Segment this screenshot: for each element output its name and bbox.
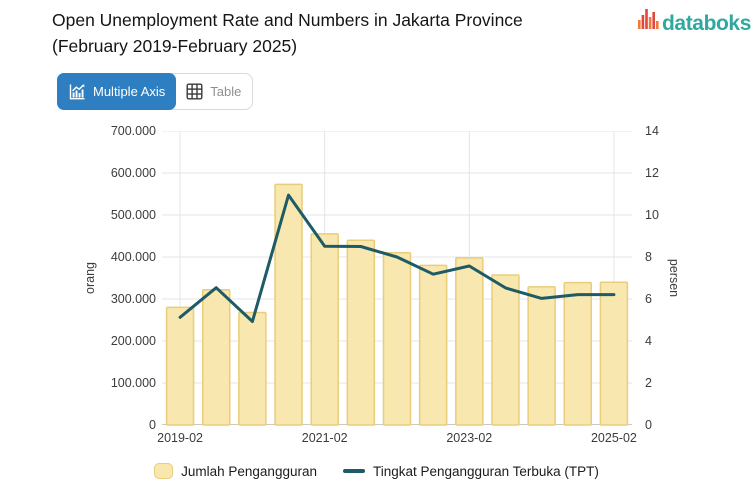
right-axis-tick: 12 (645, 166, 659, 180)
right-axis-tick: 4 (645, 334, 652, 348)
bar-2024-02[interactable] (527, 286, 556, 426)
multiple-axis-button[interactable]: Multiple Axis (57, 73, 177, 110)
databoks-logo-text: databoks (662, 12, 751, 35)
chart-legend: Jumlah Pengangguran Tingkat Pengangguran… (0, 463, 753, 479)
bar-2020-08[interactable] (274, 183, 303, 426)
left-axis-tick: 400.000 (110, 250, 156, 264)
legend-line-label: Tingkat Pengangguran Terbuka (TPT) (372, 463, 599, 479)
right-axis-tick: 0 (645, 418, 652, 432)
left-axis-tick: 300.000 (110, 292, 156, 306)
databoks-logo[interactable]: databoks (638, 7, 751, 36)
legend-bar-label: Jumlah Pengangguran (181, 463, 317, 479)
bar-2021-08[interactable] (346, 239, 376, 426)
bar-2021-02[interactable] (310, 233, 339, 426)
left-axis-tick: 0 (149, 418, 156, 432)
bar-2022-08[interactable] (418, 264, 448, 426)
chart-canvas[interactable] (162, 131, 632, 427)
right-axis-title: persen (667, 258, 681, 298)
legend-bar-swatch (154, 463, 174, 479)
legend-item-line[interactable]: Tingkat Pengangguran Terbuka (TPT) (342, 463, 599, 479)
databoks-logo-icon (638, 7, 660, 36)
bar-2023-08[interactable] (491, 274, 520, 426)
x-axis-tick: 2019-02 (157, 431, 203, 445)
x-axis-tick: 2021-02 (301, 431, 348, 445)
table-button[interactable]: Table (175, 74, 252, 109)
view-toggle: Multiple Axis Table (57, 73, 254, 110)
bar-2025-02[interactable] (599, 281, 629, 426)
left-axis-tick: 500.000 (110, 208, 156, 222)
right-axis-tick: 6 (645, 292, 652, 306)
chart-title-line1: Open Unemployment Rate and Numbers in Ja… (52, 10, 523, 30)
chart-title-line2: (February 2019-February 2025) (52, 36, 298, 56)
x-axis-tick: 2025-02 (590, 431, 637, 445)
legend-item-bars[interactable]: Jumlah Pengangguran (154, 463, 317, 479)
legend-line-swatch (342, 469, 365, 473)
left-axis-tick: 600.000 (110, 166, 156, 180)
bar-2023-02[interactable] (455, 257, 484, 426)
bar-2024-08[interactable] (563, 281, 593, 426)
tpt-line[interactable] (178, 193, 616, 323)
bar-2022-02[interactable] (382, 252, 412, 426)
chart-title: Open Unemployment Rate and Numbers in Ja… (52, 7, 617, 59)
left-axis-tick: 700.000 (110, 124, 156, 138)
right-axis-tick: 2 (645, 376, 652, 390)
bar-2019-08[interactable] (201, 289, 231, 426)
left-axis-title: orang (83, 262, 97, 294)
chart-icon (68, 83, 86, 101)
left-axis-tick: 200.000 (110, 334, 156, 348)
table-label: Table (210, 84, 242, 99)
multiple-axis-label: Multiple Axis (93, 84, 166, 99)
bar-2019-02[interactable] (165, 306, 195, 426)
table-icon (186, 83, 203, 100)
x-axis-tick: 2023-02 (446, 431, 493, 445)
right-axis-tick: 10 (645, 208, 659, 222)
right-axis-tick: 14 (645, 124, 659, 138)
right-axis-tick: 8 (645, 250, 652, 264)
bar-2020-02[interactable] (238, 311, 267, 426)
left-axis-tick: 100.000 (110, 376, 156, 390)
